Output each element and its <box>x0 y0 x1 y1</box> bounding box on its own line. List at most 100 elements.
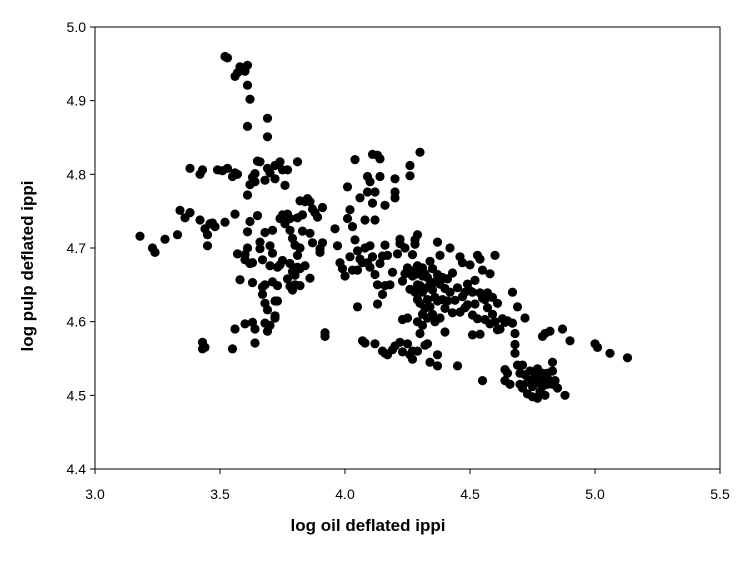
data-point <box>352 302 363 312</box>
data-point <box>442 296 453 306</box>
data-point <box>432 350 443 360</box>
data-point <box>377 289 388 299</box>
data-point <box>435 250 445 260</box>
x-tick-label: 5.0 <box>585 486 605 502</box>
data-point <box>255 157 265 167</box>
data-point <box>407 354 418 364</box>
data-point <box>360 338 370 348</box>
data-point <box>245 94 255 104</box>
data-point <box>482 303 493 313</box>
data-point <box>445 287 455 297</box>
data-point <box>222 53 233 63</box>
data-point <box>365 262 375 272</box>
data-point <box>470 299 480 309</box>
data-point <box>230 324 240 334</box>
data-point <box>557 324 568 334</box>
data-point <box>135 231 145 241</box>
data-point <box>472 314 483 324</box>
data-point <box>282 274 293 284</box>
data-point <box>345 205 355 215</box>
data-point <box>330 224 340 234</box>
data-point <box>360 215 370 225</box>
data-points <box>135 51 633 403</box>
data-point <box>512 302 523 312</box>
data-point <box>467 330 478 340</box>
data-point <box>435 313 445 323</box>
data-point <box>427 285 438 295</box>
data-point <box>475 329 485 339</box>
data-point <box>230 209 240 219</box>
data-point <box>210 222 220 232</box>
data-point <box>202 230 213 240</box>
data-point <box>267 248 278 258</box>
x-tick-label: 3.0 <box>85 486 105 502</box>
data-point <box>262 132 273 142</box>
data-point <box>365 177 375 187</box>
data-point <box>285 213 295 224</box>
data-point <box>320 328 330 338</box>
data-point <box>292 157 303 167</box>
data-point <box>290 270 300 280</box>
data-point <box>400 243 410 253</box>
data-point <box>490 317 500 327</box>
data-point <box>242 227 253 237</box>
x-axis-title: log oil deflated ippi <box>291 516 446 535</box>
data-point <box>390 174 400 184</box>
data-point <box>250 169 260 179</box>
data-point <box>272 281 283 291</box>
data-point <box>510 348 520 358</box>
data-point <box>412 346 423 356</box>
data-point <box>490 250 500 260</box>
data-point <box>242 190 253 200</box>
data-point <box>440 327 450 337</box>
x-tick-label: 4.0 <box>335 486 355 502</box>
data-point <box>252 211 263 221</box>
data-point <box>342 213 353 224</box>
data-point <box>315 247 325 257</box>
data-point <box>265 241 275 251</box>
data-point <box>410 239 420 249</box>
data-point <box>305 197 315 207</box>
data-point <box>160 234 170 244</box>
x-tick-label: 4.5 <box>460 486 480 502</box>
data-point <box>452 283 463 293</box>
x-axis: 3.0 3.5 4.0 4.5 5.0 5.5 <box>85 469 730 502</box>
data-point <box>247 278 258 288</box>
data-point <box>262 113 273 123</box>
data-point <box>262 305 273 315</box>
data-point <box>295 281 305 291</box>
data-point <box>255 244 265 254</box>
data-point <box>392 249 403 259</box>
data-point <box>422 272 433 283</box>
data-point <box>270 174 280 184</box>
data-point <box>345 252 355 262</box>
data-point <box>452 361 463 371</box>
data-point <box>242 243 253 253</box>
data-point <box>257 255 268 265</box>
data-point <box>372 299 383 309</box>
data-point <box>425 357 435 367</box>
data-point <box>197 165 208 175</box>
data-point <box>517 360 528 370</box>
data-point <box>352 265 363 275</box>
data-point <box>195 215 205 225</box>
data-point <box>395 337 405 347</box>
data-point <box>200 342 210 352</box>
data-point <box>260 175 270 185</box>
data-point <box>487 309 498 319</box>
data-point <box>390 193 400 203</box>
data-point <box>150 247 160 257</box>
data-point <box>270 311 280 321</box>
data-point <box>365 241 375 251</box>
data-point <box>505 379 515 389</box>
data-point <box>510 328 520 339</box>
data-point <box>280 180 290 190</box>
data-point <box>467 287 478 297</box>
data-point <box>510 339 520 350</box>
data-point <box>405 160 415 171</box>
data-point <box>307 238 318 248</box>
data-point <box>407 250 418 260</box>
data-point <box>295 243 305 253</box>
data-point <box>240 319 250 329</box>
data-point <box>257 289 268 299</box>
